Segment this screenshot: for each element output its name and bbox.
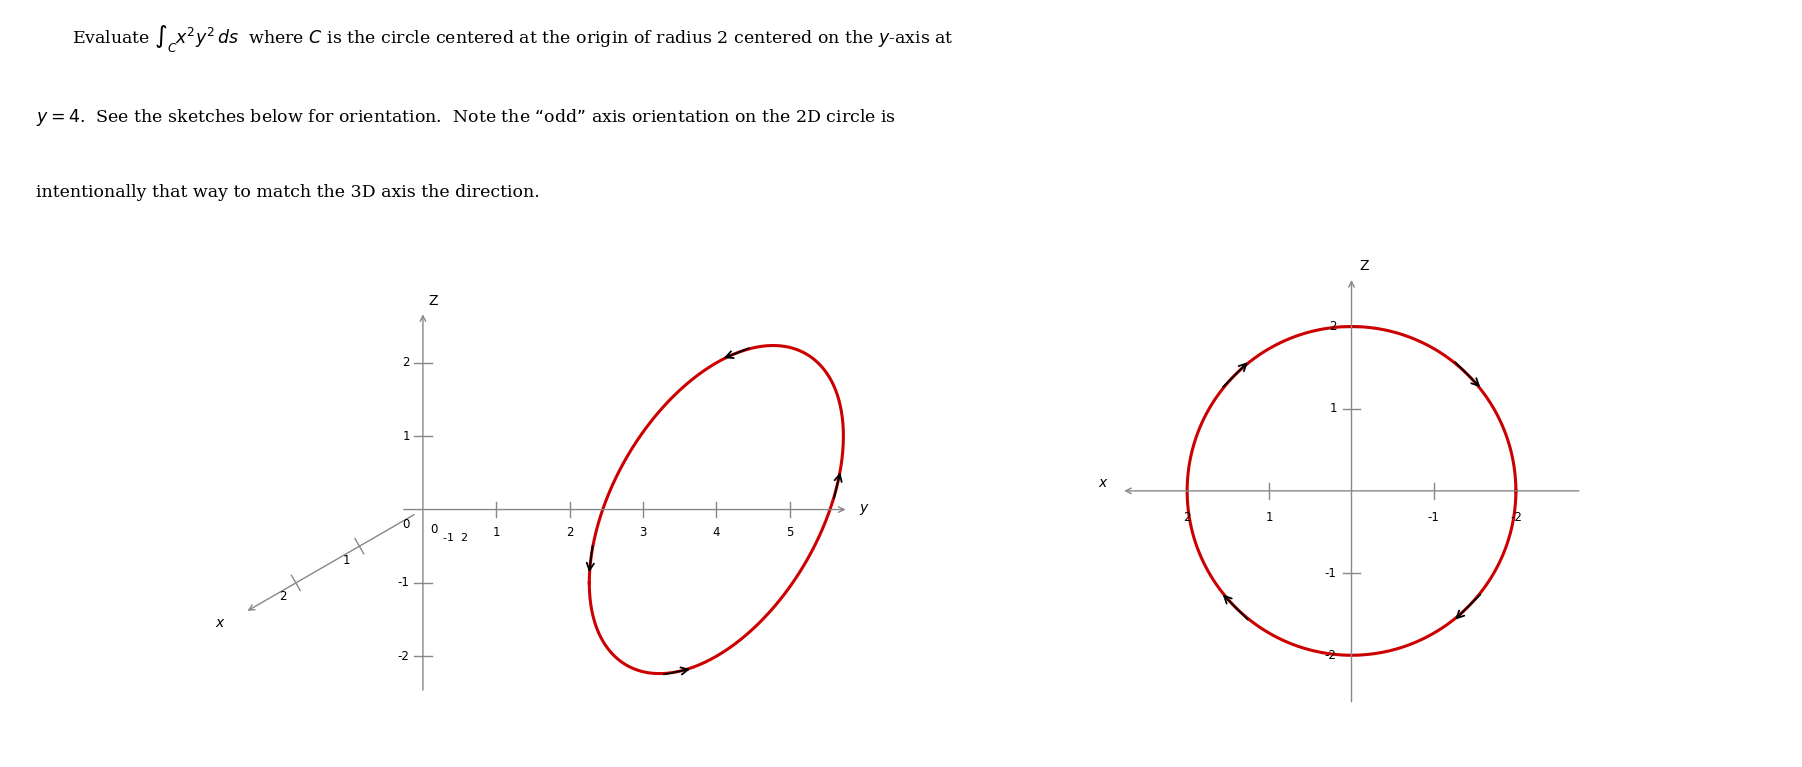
Text: -1: -1	[1427, 512, 1440, 525]
Text: 1: 1	[402, 430, 409, 443]
Text: intentionally that way to match the 3D axis the direction.: intentionally that way to match the 3D a…	[36, 184, 541, 201]
Text: Z: Z	[1361, 259, 1370, 273]
Text: $y = 4$.  See the sketches below for orientation.  Note the “odd” axis orientati: $y = 4$. See the sketches below for orie…	[36, 107, 896, 128]
Text: -1: -1	[398, 577, 409, 589]
Text: Evaluate $\int_C x^2y^2\,ds$  where $C$ is the circle centered at the origin of : Evaluate $\int_C x^2y^2\,ds$ where $C$ i…	[72, 23, 953, 54]
Text: Z: Z	[429, 294, 438, 308]
Text: $y$: $y$	[860, 502, 870, 517]
Text: 0: 0	[431, 523, 438, 536]
Text: -2: -2	[1324, 649, 1337, 662]
Text: -2: -2	[1510, 512, 1523, 525]
Text: 4: 4	[712, 525, 721, 538]
Text: -1: -1	[1324, 567, 1337, 580]
Text: 2: 2	[566, 525, 573, 538]
Text: 1: 1	[1330, 402, 1337, 415]
Text: -2: -2	[398, 650, 409, 663]
Text: $x$: $x$	[1099, 476, 1108, 489]
Text: 2: 2	[1184, 512, 1191, 525]
Text: 1: 1	[492, 525, 499, 538]
Text: $x$: $x$	[214, 616, 225, 630]
Text: 2: 2	[279, 591, 287, 603]
Text: 2: 2	[402, 357, 409, 370]
Text: 1: 1	[1265, 512, 1272, 525]
Text: 2: 2	[1330, 320, 1337, 333]
Text: 3: 3	[640, 525, 647, 538]
Text: 5: 5	[786, 525, 793, 538]
Text: -1  2: -1 2	[443, 533, 469, 543]
Text: 1: 1	[342, 554, 350, 567]
Text: 0: 0	[402, 518, 409, 532]
